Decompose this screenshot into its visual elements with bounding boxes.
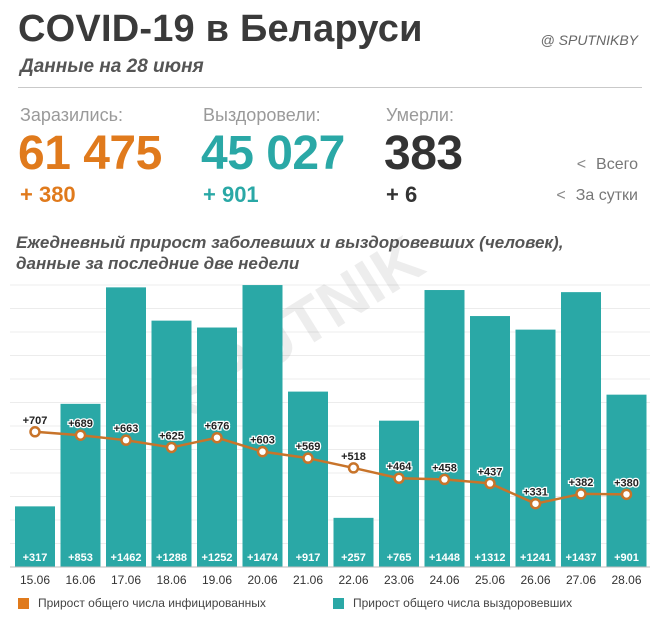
x-tick-label: 21.06 [293,573,323,587]
infected-point-label: +331 [523,487,548,499]
infected-point-label: +689 [68,418,93,430]
x-tick-label: 22.06 [338,573,368,587]
recovered-bar [242,285,283,567]
x-tick-label: 28.06 [611,573,641,587]
recovered-bar-label: +1462 [111,552,142,564]
infected-point [575,488,587,500]
recovered-bar [606,394,647,567]
x-tick-label: 24.06 [429,573,459,587]
recovered-bar [379,420,419,567]
infected-point [347,462,360,474]
infected-point [393,472,405,484]
page-subtitle: Данные на 28 июня [20,56,204,77]
recovered-bar [561,292,601,567]
infected-point-label: +518 [341,451,366,463]
chevron-left-icon: < [556,187,566,204]
recovered-bar [515,329,556,567]
infected-point-label: +458 [432,462,457,474]
legend-infected-swatch [18,597,29,609]
x-tick-label: 25.06 [475,573,505,587]
recovered-bar [470,316,510,567]
recovered-bar [197,327,237,567]
infected-point [256,445,269,458]
infected-point-label: +707 [23,415,48,427]
infected-point-label: +676 [205,421,230,433]
infected-point [484,477,496,490]
key-daily: < За сутки [556,187,638,205]
infected-point [620,488,633,501]
key-daily-label: За сутки [575,187,638,204]
chevron-left-icon: < [576,156,587,173]
infected-point [165,441,178,454]
infected-point-label: +663 [114,423,139,435]
infected-point-label: +464 [387,461,413,473]
recovered-bar [15,506,55,567]
recovered-daily: + 901 [203,182,259,207]
recovered-label: Выздоровели: [203,105,321,125]
infected-point-label: +625 [159,430,184,442]
infected-point [211,431,223,444]
infected-point-label: +603 [250,435,275,447]
key-total: < Всего [577,156,638,174]
recovered-bar-label: +901 [614,552,639,564]
x-tick-label: 15.06 [20,573,50,587]
infected-point-label: +437 [478,466,503,478]
deaths-label: Умерли: [386,105,454,125]
infected-point-label: +380 [614,477,639,489]
legend-recovered: Прирост общего числа выздоровевших [333,596,572,610]
infected-point [302,452,314,464]
infected-point [74,429,87,441]
x-tick-label: 19.06 [202,573,232,587]
recovered-bar [424,290,465,567]
x-tick-label: 16.06 [65,573,95,587]
infected-line [34,430,627,505]
deaths-daily: + 6 [386,182,418,207]
infected-point [120,434,132,446]
x-tick-label: 17.06 [111,573,141,587]
recovered-bar-label: +317 [23,552,48,564]
recovered-bar [106,287,146,567]
chart-title: Ежедневный прирост заболевших и выздоров… [16,233,564,273]
recovered-bar-label: +257 [341,552,366,564]
infected-point [29,426,41,438]
deaths-total: 383 [384,127,463,180]
recovered-total: 45 027 [201,127,345,180]
recovered-bar-label: +1241 [520,552,551,564]
key-total-label: Всего [596,156,638,173]
recovered-bar-label: +917 [296,552,321,564]
recovered-bar-label: +1474 [247,552,279,564]
x-tick-label: 18.06 [156,573,186,587]
infected-total: 61 475 [18,127,162,180]
recovered-bar [333,517,374,567]
x-tick-label: 26.06 [520,573,550,587]
legend-infected: Прирост общего числа инфицированных [18,596,266,610]
x-tick-label: 27.06 [566,573,596,587]
infected-label: Заразились: [20,105,123,125]
header-divider [18,87,642,88]
legend-recovered-swatch [333,597,344,609]
recovered-bar-label: +853 [68,552,93,564]
recovered-bar-label: +1288 [156,552,187,564]
infected-point-label: +569 [296,441,321,453]
legend-recovered-label: Прирост общего числа выздоровевших [353,596,573,610]
infected-point [529,497,542,510]
recovered-bar-label: +1312 [475,552,506,564]
infected-point [438,473,451,486]
recovered-bar-label: +1437 [566,552,597,564]
infected-daily: + 380 [20,182,76,207]
page-title: COVID-19 в Беларуси [18,8,423,50]
source-credit: @ SPUTNIKBY [540,32,638,48]
recovered-bar-label: +765 [387,552,412,564]
recovered-bar-label: +1448 [429,552,460,564]
x-tick-label: 20.06 [247,573,277,587]
legend-infected-label: Прирост общего числа инфицированных [38,596,266,610]
infected-point-label: +382 [569,477,594,489]
recovered-bar [288,391,328,567]
x-tick-label: 23.06 [384,573,414,587]
recovered-bar-label: +1252 [202,552,233,564]
